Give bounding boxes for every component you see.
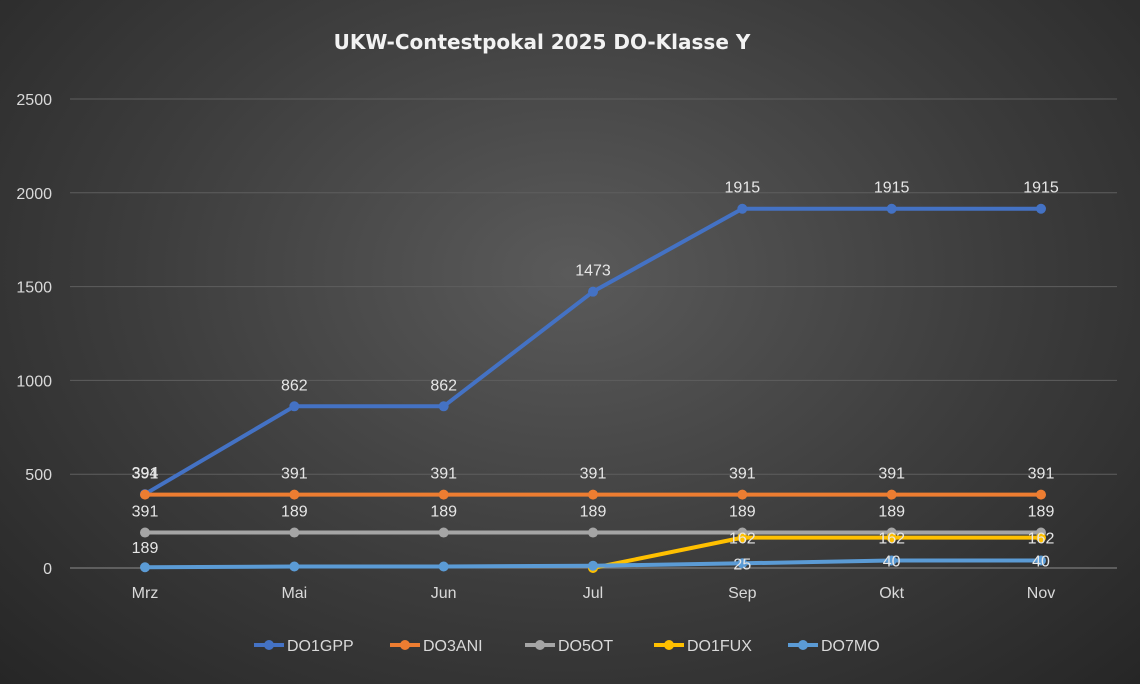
data-label-do3ani: 391 — [132, 466, 159, 483]
point-do5ot — [140, 527, 150, 538]
point-do1fux — [886, 532, 897, 543]
point-do1gpp — [438, 401, 449, 412]
y-axis: 0 500 1000 1500 2000 2500 — [16, 92, 52, 578]
data-label-do7mo: 40 — [883, 553, 901, 570]
data-label-do3ani: 391 — [729, 466, 756, 483]
point-do3ani — [588, 489, 598, 500]
data-label-do5ot: 189 — [580, 504, 607, 521]
legend-marker-do3ani — [400, 640, 410, 650]
legend-label-do1gpp: DO1GPP — [287, 638, 354, 655]
point-do5ot — [438, 527, 449, 538]
data-label-do5ot: 391 — [132, 504, 159, 521]
data-label-do5ot: 189 — [281, 504, 308, 521]
point-do7mo — [886, 555, 897, 566]
point-do3ani — [886, 489, 897, 500]
legend-marker-do1gpp — [264, 640, 274, 650]
point-do3ani — [737, 489, 748, 500]
x-tick-label: Sep — [728, 585, 757, 602]
data-label-do5ot: 189 — [430, 504, 457, 521]
legend-label-do5ot: DO5OT — [558, 638, 613, 655]
series-line-do1fux — [591, 535, 1043, 570]
data-label-do3ani: 391 — [430, 466, 457, 483]
x-tick-label: Jun — [431, 585, 457, 602]
point-do3ani — [289, 489, 300, 500]
data-label-do1fux: 162 — [878, 531, 905, 548]
y-tick-label: 2500 — [16, 92, 52, 109]
legend-label-do1fux: DO1FUX — [687, 638, 752, 655]
data-label-do3ani: 391 — [580, 466, 607, 483]
series-lines — [140, 203, 1046, 573]
point-do3ani — [1036, 489, 1046, 500]
data-label-do1gpp: 1915 — [874, 180, 910, 197]
data-label-do5ot: 189 — [729, 504, 756, 521]
point-do1gpp — [886, 203, 897, 214]
x-axis: Mrz Mai Jun Jul Sep Okt Nov — [132, 585, 1056, 602]
gridlines — [70, 98, 1117, 569]
point-do1gpp — [1036, 203, 1046, 214]
point-do1fux — [737, 532, 748, 543]
y-tick-label: 2000 — [16, 186, 52, 203]
data-label-do1gpp: 394 — [132, 465, 159, 482]
y-tick-label: 500 — [25, 467, 52, 484]
series-line-do1gpp — [143, 206, 1043, 497]
legend-marker-do1fux — [664, 640, 674, 650]
legend-marker-do7mo — [798, 640, 808, 650]
point-do7mo — [588, 560, 598, 571]
y-tick-label: 1500 — [16, 280, 52, 297]
point-do1gpp — [737, 203, 748, 214]
data-label-do3ani: 391 — [878, 466, 905, 483]
point-do7mo — [1036, 555, 1046, 566]
data-label-do7mo: 40 — [1032, 553, 1050, 570]
data-label-do1fux: 162 — [729, 531, 756, 548]
data-label-do5ot: 189 — [878, 504, 905, 521]
y-tick-label: 1000 — [16, 373, 52, 390]
data-label-do3ani: 391 — [281, 466, 308, 483]
point-do7mo — [140, 562, 150, 573]
data-labels: 394 862 862 1473 1915 1915 1915 391 391 391 391 391… — [132, 180, 1059, 574]
point-do5ot — [588, 527, 598, 538]
chart-title: UKW-Contestpokal 2025 DO-Klasse Y — [334, 30, 751, 54]
point-do1fux — [1036, 532, 1046, 543]
legend-label-do3ani: DO3ANI — [423, 638, 483, 655]
data-label-do3ani: 391 — [1028, 466, 1055, 483]
data-label-do1gpp: 1915 — [725, 180, 761, 197]
x-tick-label: Okt — [879, 585, 904, 602]
y-tick-label: 0 — [43, 561, 52, 578]
point-do3ani — [438, 489, 449, 500]
point-do7mo — [289, 561, 300, 572]
data-label-do7mo: 25 — [733, 556, 751, 573]
point-do5ot — [289, 527, 300, 538]
data-label-do1fux: 162 — [1028, 531, 1055, 548]
point-do1gpp — [588, 286, 598, 297]
legend-label-do7mo: DO7MO — [821, 638, 880, 655]
data-label-do1gpp: 1473 — [575, 263, 611, 280]
x-tick-label: Mai — [281, 585, 307, 602]
data-label-do1gpp: 862 — [281, 377, 308, 394]
x-tick-label: Jul — [583, 585, 603, 602]
data-label-do5ot: 189 — [1028, 504, 1055, 521]
data-label-do1gpp: 1915 — [1023, 180, 1059, 197]
point-do7mo — [737, 558, 748, 569]
x-tick-label: Mrz — [132, 585, 159, 602]
data-label-do1gpp: 862 — [430, 377, 457, 394]
legend-marker-do5ot — [535, 640, 545, 650]
data-label-do7mo: 189 — [132, 540, 159, 557]
point-do7mo — [438, 561, 449, 572]
point-do3ani — [140, 489, 150, 500]
point-do1gpp — [289, 401, 300, 412]
legend: DO1GPP DO3ANI DO5OT DO1FUX DO7MO — [254, 638, 880, 655]
x-tick-label: Nov — [1027, 585, 1055, 602]
